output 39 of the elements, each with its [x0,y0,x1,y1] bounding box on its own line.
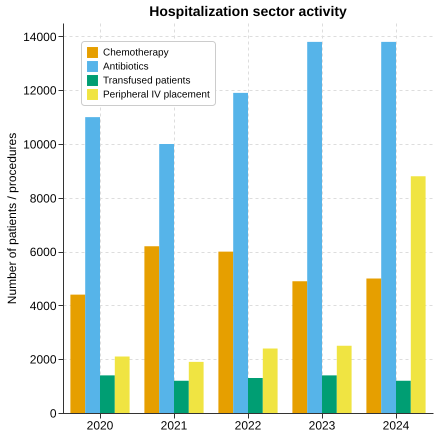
bar [218,252,234,413]
bar [114,356,130,413]
y-tick-label: 2000 [30,352,57,367]
bar [307,42,322,413]
legend-label: Transfused patients [103,76,190,86]
x-tick-label: 2024 [382,418,410,432]
y-tick-label: 12000 [23,84,57,98]
y-tick-label: 10000 [23,138,57,152]
y-tick-label: 4000 [30,298,57,313]
bar [248,378,263,413]
bar [159,144,174,413]
bar [188,362,204,413]
bar [233,92,248,413]
x-tick-label: 2022 [234,418,262,432]
bar [396,380,411,413]
y-axis-title: Number of patients / procedures [5,132,20,304]
bar [262,348,278,413]
legend-label: Chemotherapy [103,48,169,58]
bar [336,346,352,413]
legend-label: Antibiotics [103,62,149,72]
bar [381,42,396,413]
bar [322,375,337,413]
legend-label: Peripheral IV placement [103,90,210,100]
chart-title: Hospitalization sector activity [149,3,348,19]
bar [70,294,86,413]
bar [366,278,382,413]
bar [144,246,160,413]
x-tick-label: 2021 [160,418,188,432]
bar [410,176,426,413]
bar [85,117,100,413]
bar [174,380,189,413]
x-tick-label: 2023 [308,418,336,432]
bar [100,375,115,413]
bar [292,281,308,413]
y-tick-label: 6000 [30,245,57,260]
x-tick-label: 2020 [86,418,114,432]
y-tick-label: 8000 [30,191,57,206]
y-tick-label: 14000 [23,30,57,44]
y-tick-label: 0 [50,406,57,420]
